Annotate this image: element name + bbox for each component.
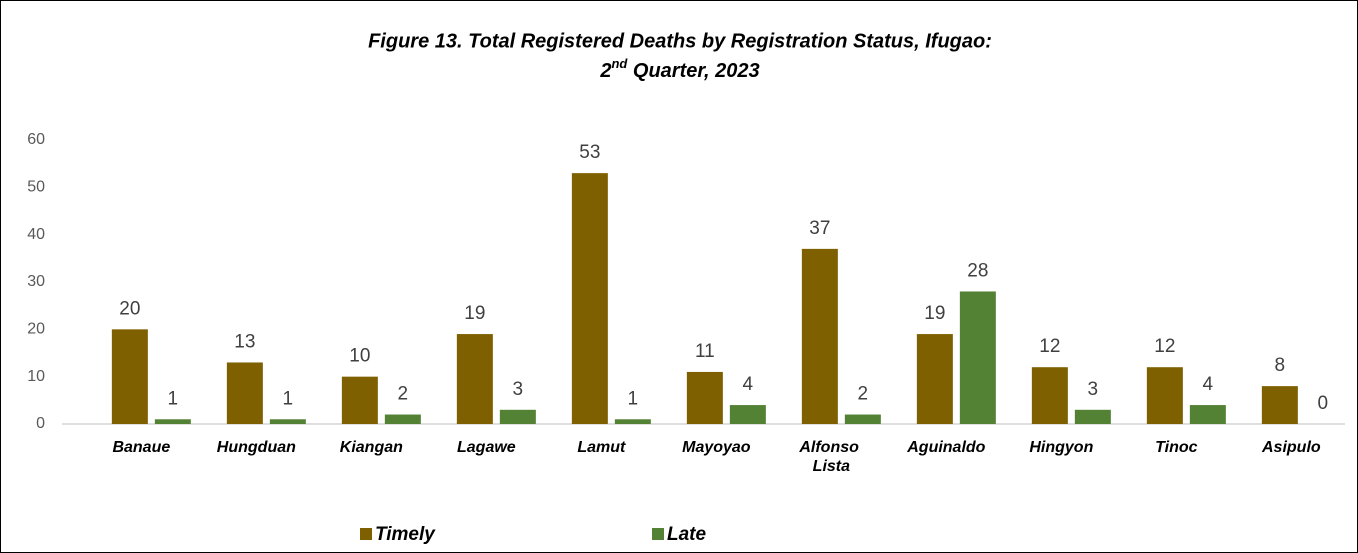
bar bbox=[959, 291, 996, 424]
value-label: 0 bbox=[1318, 393, 1329, 414]
x-tick-label: Banaue bbox=[112, 439, 170, 456]
y-tick-label: 0 bbox=[36, 415, 45, 432]
bar bbox=[1074, 409, 1111, 424]
x-tick-label: Aguinaldo bbox=[906, 439, 985, 456]
value-label: 1 bbox=[628, 388, 639, 409]
bar bbox=[1189, 405, 1226, 424]
x-tick-label: Hingyon bbox=[1029, 439, 1093, 456]
value-label: 1 bbox=[283, 388, 294, 409]
bar bbox=[801, 248, 838, 424]
value-label: 53 bbox=[579, 142, 600, 163]
value-label: 13 bbox=[234, 331, 255, 352]
value-label: 11 bbox=[695, 341, 715, 362]
x-tick-label: Lagawe bbox=[457, 439, 516, 456]
bar bbox=[226, 362, 263, 424]
bar bbox=[614, 419, 651, 424]
bar bbox=[111, 329, 148, 424]
legend-label: Late bbox=[667, 524, 707, 545]
value-label: 37 bbox=[809, 218, 830, 239]
y-tick-label: 60 bbox=[27, 131, 45, 148]
bar bbox=[341, 376, 378, 424]
x-tick-label: Mayoyao bbox=[682, 439, 751, 456]
bar bbox=[269, 419, 306, 424]
value-label: 4 bbox=[743, 374, 754, 395]
value-label: 19 bbox=[924, 303, 945, 324]
bar bbox=[1261, 386, 1298, 424]
value-label: 2 bbox=[398, 384, 409, 405]
bar bbox=[916, 334, 953, 424]
value-label: 28 bbox=[967, 260, 988, 281]
value-label: 3 bbox=[513, 379, 524, 400]
y-tick-label: 40 bbox=[27, 226, 45, 243]
chart-title: Figure 13. Total Registered Deaths by Re… bbox=[368, 30, 992, 52]
x-tick-label: Lamut bbox=[577, 439, 626, 456]
legend-label: Timely bbox=[375, 524, 436, 545]
value-label: 2 bbox=[858, 384, 869, 405]
value-label: 12 bbox=[1154, 336, 1175, 357]
legend-swatch bbox=[652, 528, 664, 540]
bar bbox=[686, 371, 723, 424]
bar bbox=[844, 414, 881, 424]
chart-title: 2nd Quarter, 2023 bbox=[599, 56, 759, 82]
value-label: 19 bbox=[464, 303, 485, 324]
value-label: 4 bbox=[1203, 374, 1214, 395]
bar bbox=[571, 173, 608, 424]
y-tick-label: 30 bbox=[27, 273, 45, 290]
value-label: 12 bbox=[1039, 336, 1060, 357]
value-label: 10 bbox=[349, 346, 370, 367]
value-label: 20 bbox=[119, 298, 140, 319]
x-tick-label: Asipulo bbox=[1261, 439, 1321, 456]
y-tick-label: 20 bbox=[27, 321, 45, 338]
bar bbox=[154, 419, 191, 424]
bar bbox=[1031, 367, 1068, 424]
value-label: 3 bbox=[1088, 379, 1099, 400]
value-label: 8 bbox=[1275, 355, 1286, 376]
bar bbox=[499, 409, 536, 424]
bar bbox=[384, 414, 421, 424]
bar bbox=[456, 334, 493, 424]
x-tick-label: Hungduan bbox=[217, 439, 296, 456]
y-tick-label: 50 bbox=[27, 179, 45, 196]
x-tick-label: Tinoc bbox=[1155, 439, 1197, 456]
value-label: 1 bbox=[168, 388, 179, 409]
legend-swatch bbox=[360, 528, 372, 540]
bar bbox=[1146, 367, 1183, 424]
x-tick-label: Kiangan bbox=[340, 439, 403, 456]
y-tick-label: 10 bbox=[27, 368, 45, 385]
x-tick-label: Alfonso Lista bbox=[798, 439, 863, 475]
bar bbox=[729, 405, 766, 424]
